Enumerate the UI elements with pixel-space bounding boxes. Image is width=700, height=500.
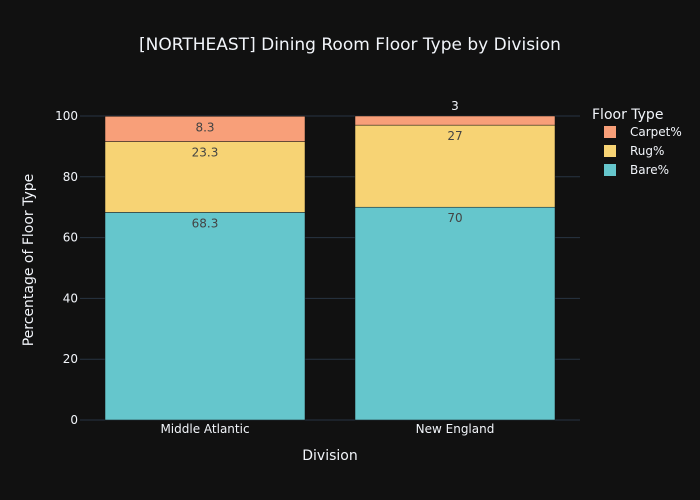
bar-segment [354, 115, 556, 126]
y-tick-label: 80 [63, 170, 78, 184]
data-labels: 68.3 23.3 8.3 70 27 3 [192, 99, 463, 230]
data-label: 68.3 [192, 216, 219, 230]
data-label: 70 [447, 211, 462, 225]
y-tick-label: 60 [63, 231, 78, 245]
legend-swatch [604, 164, 616, 176]
bar-segment [104, 116, 306, 142]
bars [104, 115, 556, 421]
legend-item[interactable]: Bare% [604, 163, 669, 177]
y-tick-label: 20 [63, 352, 78, 366]
bar-segment [354, 206, 556, 421]
y-tick-label: 100 [55, 109, 78, 123]
y-axis-ticks: 0 20 40 60 80 100 [55, 109, 78, 427]
data-label: 23.3 [192, 146, 219, 160]
legend-item[interactable]: Rug% [604, 144, 664, 158]
legend-label: Bare% [630, 163, 669, 177]
x-axis-title: Division [302, 448, 357, 464]
bar-segment [354, 124, 556, 208]
data-label: 27 [447, 129, 462, 143]
x-tick-label: New England [416, 422, 495, 436]
data-label: 8.3 [195, 120, 214, 134]
legend-label: Rug% [630, 144, 664, 158]
y-axis-title: Percentage of Floor Type [21, 174, 37, 347]
legend: Floor Type Carpet% Rug% Bare% [592, 107, 682, 177]
x-axis-ticks: Middle Atlantic New England [160, 422, 494, 436]
legend-swatch [604, 145, 616, 157]
bar-segment [104, 141, 306, 213]
legend-label: Carpet% [630, 125, 682, 139]
legend-swatch [604, 126, 616, 138]
data-label: 3 [451, 99, 459, 113]
legend-title: Floor Type [592, 107, 663, 123]
y-tick-label: 0 [70, 413, 78, 427]
legend-item[interactable]: Carpet% [604, 125, 682, 139]
chart-title: [NORTHEAST] Dining Room Floor Type by Di… [139, 35, 561, 55]
y-tick-label: 40 [63, 291, 78, 305]
x-tick-label: Middle Atlantic [160, 422, 249, 436]
bar-segment [104, 212, 306, 421]
